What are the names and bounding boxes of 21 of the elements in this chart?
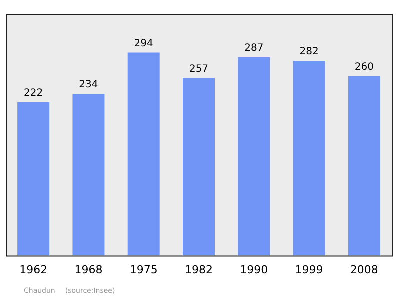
data-label: 287 [244, 43, 264, 54]
x-tick-label: 1999 [295, 263, 324, 276]
x-tick-label: 1975 [130, 263, 158, 276]
bar [293, 60, 326, 256]
x-tick-label: 1962 [20, 263, 48, 276]
data-label: 222 [24, 88, 44, 100]
x-tick-label: 1982 [185, 263, 213, 276]
bar [238, 58, 270, 256]
data-label: 234 [79, 80, 98, 91]
bar [183, 78, 215, 256]
data-label: 260 [354, 62, 374, 73]
x-tick-label: 1990 [240, 263, 268, 276]
bar [72, 94, 105, 256]
x-tick-label: 2008 [350, 263, 378, 276]
bar [18, 102, 50, 256]
data-label: 257 [189, 64, 209, 75]
data-label: 294 [134, 38, 154, 50]
bar [128, 52, 160, 256]
data-label: 282 [300, 46, 319, 58]
bar [348, 76, 380, 256]
x-tick-label: 1968 [74, 263, 103, 276]
